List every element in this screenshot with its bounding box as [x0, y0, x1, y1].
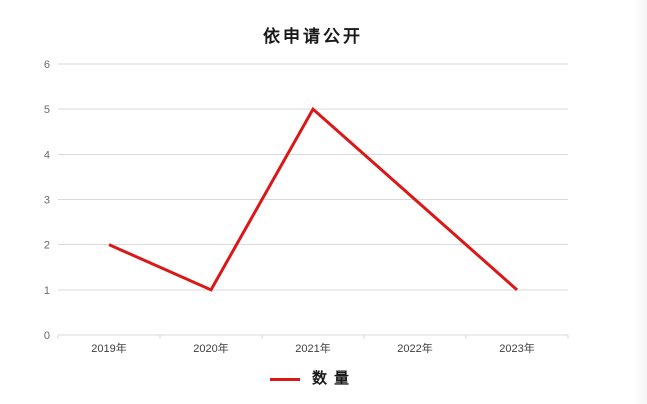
x-axis-tick-label: 2021年: [295, 341, 330, 355]
x-axis-tick-label: 2022年: [397, 341, 432, 355]
series-line-数量: [108, 106, 518, 292]
y-axis-tick-label: 1: [44, 285, 50, 297]
legend-series-label: 数量: [311, 371, 356, 387]
x-axis-tick-label: 2020年: [193, 341, 228, 355]
x-axis-tick-label: 2019年: [91, 341, 126, 355]
y-axis-tick-label: 2: [44, 240, 50, 252]
y-axis-tick-label: 3: [44, 195, 50, 207]
y-axis-tick-label: 5: [44, 104, 50, 116]
chart-legend: 数量: [58, 372, 568, 387]
y-axis-tick-label: 0: [44, 330, 50, 342]
x-axis-tick-label: 2023年: [499, 341, 534, 355]
chart-title: 依申请公开: [263, 27, 363, 46]
y-axis-tick-label: 6: [44, 59, 50, 71]
y-axis-tick-label: 4: [44, 149, 50, 161]
legend-line-marker: [269, 378, 300, 381]
